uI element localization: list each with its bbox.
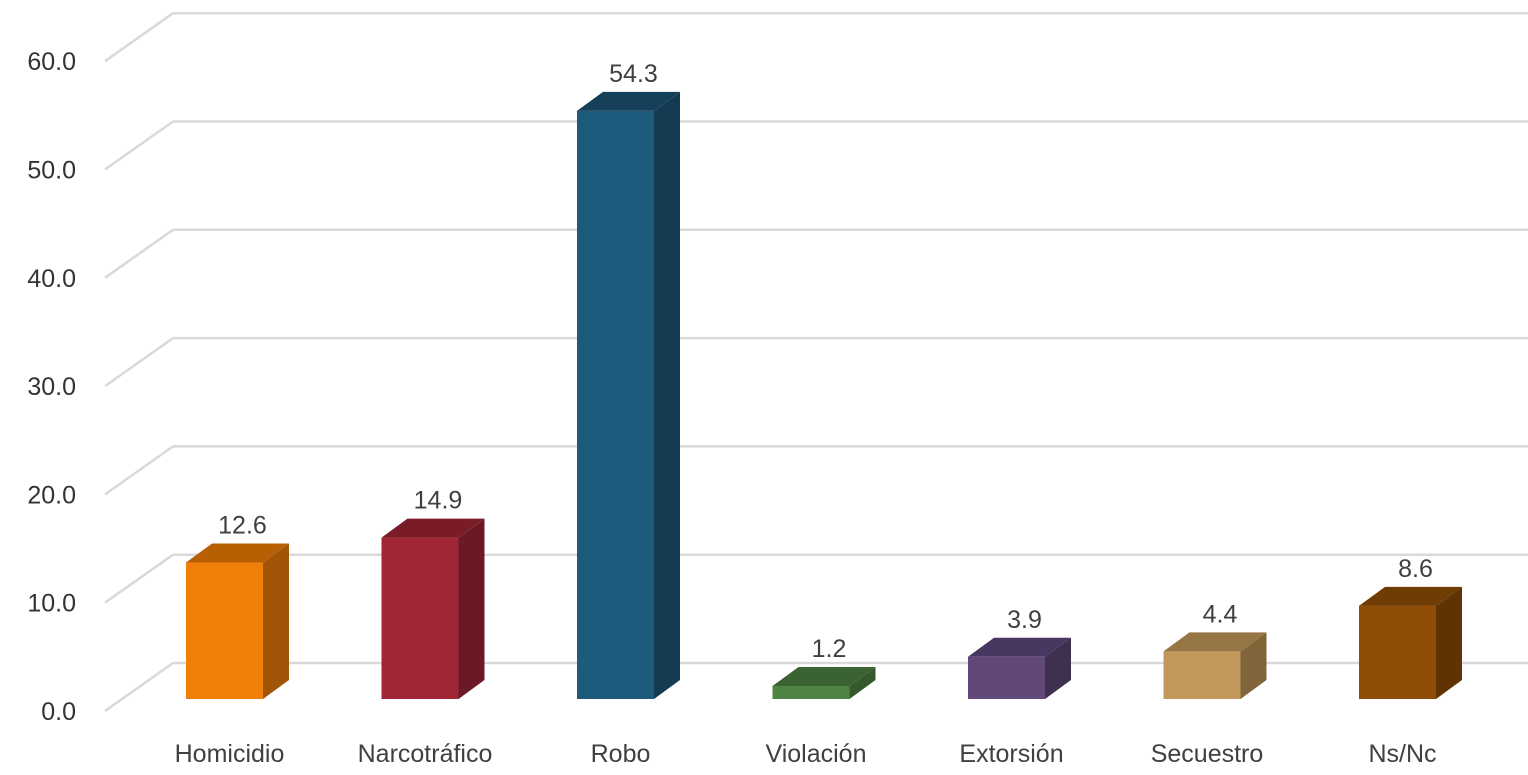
gridline bbox=[104, 120, 1528, 171]
y-tick-label: 20.0 bbox=[27, 481, 76, 509]
bar bbox=[968, 637, 1071, 699]
x-tick-label: Ns/Nc bbox=[1368, 740, 1436, 768]
data-label: 12.6 bbox=[218, 512, 267, 540]
data-label: 4.4 bbox=[1203, 600, 1238, 628]
y-tick-label: 30.0 bbox=[27, 373, 76, 401]
gridline bbox=[104, 336, 1528, 388]
bar bbox=[577, 91, 680, 699]
x-tick-label: Violación bbox=[765, 740, 866, 768]
data-labels: 12.6 14.9 54.3 1.2 3.9 4.4 8.6 bbox=[218, 60, 1433, 663]
y-tick-label: 40.0 bbox=[27, 265, 76, 293]
data-label: 3.9 bbox=[1007, 606, 1042, 634]
gridlines bbox=[104, 11, 1528, 713]
bars bbox=[186, 91, 1462, 699]
x-tick-label: Homicidio bbox=[175, 740, 285, 768]
y-tick-label: 10.0 bbox=[27, 590, 76, 618]
x-tick-label: Secuestro bbox=[1151, 740, 1264, 768]
x-tick-label: Robo bbox=[591, 740, 651, 768]
y-tick-label: 60.0 bbox=[27, 48, 76, 76]
bar bbox=[1359, 586, 1462, 699]
x-tick-label: Narcotráfico bbox=[358, 740, 493, 768]
gridline bbox=[104, 228, 1528, 279]
y-tick-label: 50.0 bbox=[27, 157, 76, 185]
x-tick-label: Extorsión bbox=[959, 740, 1063, 768]
data-label: 8.6 bbox=[1398, 555, 1433, 583]
bar bbox=[1163, 632, 1267, 699]
data-label: 54.3 bbox=[609, 60, 658, 88]
y-axis-ticks: 0.0 10.0 20.0 30.0 40.0 50.0 60.0 bbox=[27, 48, 76, 726]
gridline bbox=[104, 553, 1528, 604]
data-label: 1.2 bbox=[812, 635, 847, 663]
gridline bbox=[104, 11, 1528, 63]
bar bbox=[381, 518, 485, 699]
bar bbox=[772, 667, 876, 699]
x-axis-ticks: Homicidio Narcotráfico Robo Violación Extors… bbox=[175, 740, 1437, 768]
gridline bbox=[104, 445, 1528, 496]
bar bbox=[186, 543, 289, 699]
data-label: 14.9 bbox=[414, 487, 463, 515]
y-tick-label: 0.0 bbox=[41, 698, 76, 726]
